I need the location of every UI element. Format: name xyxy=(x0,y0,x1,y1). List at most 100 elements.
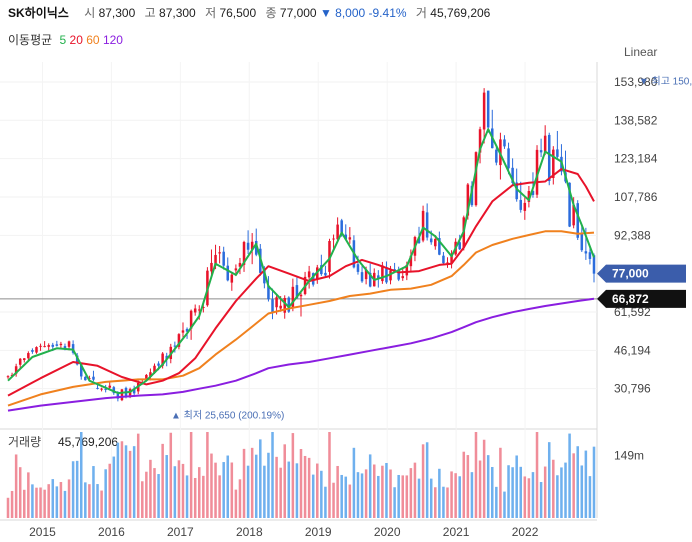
volume-bar xyxy=(438,468,441,518)
candle-body xyxy=(18,358,22,365)
candle-body xyxy=(381,265,384,282)
volume-bar xyxy=(462,451,466,518)
candle-body xyxy=(35,347,38,353)
candle-body xyxy=(332,238,335,240)
low-value: 76,500 xyxy=(219,6,257,20)
y-tick-label: 123,184 xyxy=(614,152,658,166)
volume-bar xyxy=(39,487,42,518)
x-tick-label: 2015 xyxy=(29,525,56,539)
volume-bar xyxy=(470,472,474,518)
candle-body xyxy=(55,344,59,346)
volume-bar xyxy=(397,474,400,518)
candle-body xyxy=(535,149,539,195)
candle-body xyxy=(340,220,343,233)
candle-body xyxy=(405,264,409,276)
candle-body xyxy=(368,272,372,287)
candle-body xyxy=(185,328,189,332)
volume-bar xyxy=(161,443,164,518)
volume-bar xyxy=(372,464,376,518)
candle-body xyxy=(230,274,234,283)
volume-bar xyxy=(491,466,494,518)
candle-body xyxy=(283,298,286,313)
candle-body xyxy=(291,286,295,309)
candle-body xyxy=(417,237,421,244)
volume-bar xyxy=(303,455,307,518)
candle-body xyxy=(6,376,10,378)
volume-bar xyxy=(564,462,567,518)
candle-body xyxy=(246,242,250,250)
x-tick-label: 2019 xyxy=(305,525,332,539)
candle-body xyxy=(31,350,34,352)
volume-bar xyxy=(47,484,50,518)
volume-bar xyxy=(124,445,128,518)
y-tick-label: 92,388 xyxy=(614,228,651,242)
volume-label: 거 xyxy=(415,6,427,20)
volume-bar xyxy=(88,484,91,518)
candle-body xyxy=(92,376,95,380)
candle-body xyxy=(173,345,177,347)
volume-bar xyxy=(434,487,437,518)
volume-bar xyxy=(35,487,38,518)
volume-bar xyxy=(259,439,262,518)
candle-body xyxy=(364,269,368,280)
candle-body xyxy=(442,255,445,264)
candle-body xyxy=(145,374,148,381)
volume-bar xyxy=(295,463,299,518)
candle-body xyxy=(104,388,107,390)
y-tick-label: 30,796 xyxy=(614,382,651,396)
volume-bar xyxy=(580,465,584,518)
candle-body xyxy=(572,204,575,226)
candle-body xyxy=(27,353,30,359)
volume-bar xyxy=(592,446,596,518)
volume-bar xyxy=(238,479,242,518)
scale-label: Linear xyxy=(624,45,657,59)
volume-bar xyxy=(263,465,266,518)
open-value: 87,300 xyxy=(98,6,136,20)
volume-bar xyxy=(368,454,372,518)
volume-bar xyxy=(360,473,364,518)
ma120-line xyxy=(7,297,595,412)
candle-body xyxy=(320,265,323,275)
candle-body xyxy=(263,268,266,284)
x-tick-label: 2018 xyxy=(236,525,263,539)
candle-body xyxy=(63,346,67,350)
volume-bar xyxy=(181,463,185,518)
volume-bar xyxy=(572,453,575,518)
candle-body xyxy=(543,135,547,153)
high-value: 87,300 xyxy=(159,6,196,20)
volume-bar xyxy=(324,486,327,518)
volume-bar xyxy=(27,472,30,518)
volume-bar xyxy=(425,442,429,518)
candle-body xyxy=(324,272,327,276)
volume-bar xyxy=(466,455,470,518)
open-label: 시 xyxy=(84,6,96,20)
candle-body xyxy=(43,346,46,348)
volume-bar xyxy=(120,441,124,518)
volume-bar xyxy=(421,444,425,518)
min-annotation: ▲ 최저 25,650 (200.19%) xyxy=(171,409,284,421)
y-tick-label: 153,980 xyxy=(614,75,658,89)
x-tick-label: 2017 xyxy=(167,525,194,539)
candle-body xyxy=(539,150,543,153)
volume-bar xyxy=(515,455,518,518)
volume-bar xyxy=(393,487,396,518)
volume-bar xyxy=(539,482,543,518)
volume-bar xyxy=(344,476,348,518)
candle-body xyxy=(446,262,449,264)
moving-average-legend[interactable]: 이동평균 5 20 60 120 xyxy=(8,31,123,48)
volume-bar xyxy=(356,472,360,518)
volume-bar xyxy=(173,466,177,518)
volume-bar xyxy=(185,475,189,518)
volume-bar xyxy=(189,432,193,518)
volume-bar xyxy=(328,432,331,518)
volume-bar xyxy=(230,462,234,518)
candle-body xyxy=(75,355,79,365)
candle-body xyxy=(458,242,461,250)
candle-body xyxy=(234,268,238,271)
volume-bar xyxy=(55,486,59,518)
volume-bar xyxy=(454,473,457,518)
volume-bar xyxy=(210,453,213,518)
candle-body xyxy=(584,251,588,254)
volume-bar xyxy=(283,444,286,518)
